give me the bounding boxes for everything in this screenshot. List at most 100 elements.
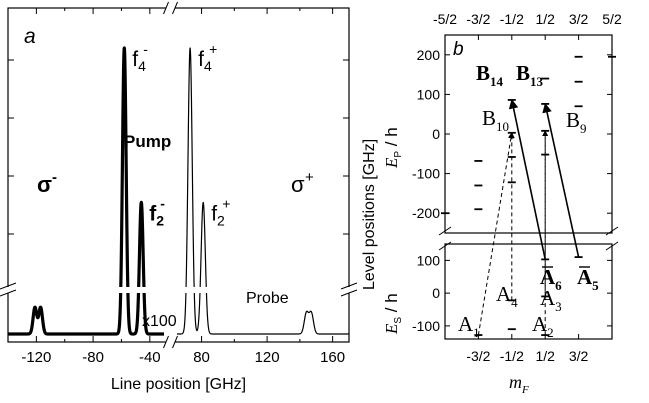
state-letter: B	[566, 108, 580, 132]
peak-label-main: f	[132, 48, 138, 71]
y-break-mark	[340, 289, 358, 297]
y-tick-label: -100	[412, 166, 440, 182]
lower-y-label: ES / h	[382, 293, 404, 335]
xlabel-main: m	[509, 372, 522, 392]
state-letter: A	[577, 265, 593, 289]
state-label-B14: B14	[476, 61, 504, 89]
y-tick-label: -100	[412, 318, 440, 334]
peak-label-sub: 2	[156, 212, 164, 228]
y-break-mark	[438, 226, 452, 236]
x-axis-label: mF	[509, 372, 529, 396]
state-label-A3: A3	[540, 286, 562, 314]
y-break-mark	[605, 241, 619, 251]
peak-break-gap	[197, 287, 210, 293]
state-sub: 14	[490, 74, 504, 89]
top-tick-label: -1/2	[500, 11, 524, 27]
y-tick-label: 100	[417, 86, 441, 102]
ylabel-tail: / h	[382, 127, 401, 151]
x-break-mark	[163, 1, 169, 15]
state-sub: 10	[496, 119, 509, 134]
top-tick-label: -3/2	[466, 11, 490, 27]
top-tick-label: 3/2	[569, 11, 589, 27]
peak-label-sub: 4	[204, 58, 212, 74]
bottom-tick-label: -3/2	[466, 348, 490, 364]
peak-label-sub: 4	[138, 58, 146, 74]
state-sub: 2	[547, 325, 554, 340]
transition-arrow-A1-B10	[477, 132, 514, 336]
state-label-A5: A5	[577, 265, 599, 293]
ylabel-upper-group: EP / h	[382, 127, 404, 169]
x-break-mark	[163, 335, 169, 349]
peak-break-gap	[184, 287, 197, 293]
y-tick-label: -200	[412, 205, 440, 221]
y-tick-label: 200	[417, 47, 441, 63]
bottom-tick-label: 1/2	[535, 348, 555, 364]
spectrum-line-sigma-plus	[176, 47, 350, 335]
state-sub: 3	[555, 299, 562, 314]
spectrum-line-sigma-minus	[6, 46, 166, 336]
lower-frame	[444, 243, 613, 340]
magnification-label: x100	[142, 313, 177, 330]
ylabel-sub: S	[393, 317, 404, 324]
ylabel-group: Level positions [GHz]	[361, 139, 378, 290]
ylabel-main: E	[382, 323, 401, 335]
state-letter: A	[540, 265, 556, 289]
bottom-tick-label: -1/2	[500, 348, 524, 364]
peak-break-gap	[135, 287, 148, 293]
peak-label: f4	[198, 48, 212, 74]
state-sub: 4	[511, 295, 518, 310]
sigma-plus-label: σ	[291, 172, 305, 197]
ylabel-main: E	[382, 157, 401, 169]
plot-frame	[7, 7, 350, 343]
state-sub: 1	[473, 325, 480, 340]
panel-b: -5/2 -3/2 -1/2 1/2 3/2 5/2 -3/2 -1/2 1/2 3/2 mF -20…	[361, 11, 622, 396]
xlabel-sub: F	[521, 384, 529, 396]
sigma-minus-label: σ	[37, 172, 52, 197]
x-break-mark	[172, 1, 178, 15]
bottom-tick-label: 3/2	[569, 348, 589, 364]
sigma-plus-sup: +	[305, 169, 314, 186]
y-tick-label: 0	[432, 285, 440, 301]
state-letter: A	[532, 312, 548, 336]
state-label-A1: A1	[458, 312, 480, 340]
x-tick-label: -40	[139, 349, 161, 366]
state-label-A2: A2	[532, 312, 554, 340]
top-tick-label: 5/2	[602, 11, 622, 27]
y-axis-label: Level positions [GHz]	[361, 139, 378, 290]
y-break-mark	[0, 282, 17, 290]
state-label-A4: A4	[496, 282, 518, 310]
state-sub: 9	[580, 121, 587, 136]
x-break-mark	[172, 335, 178, 349]
y-break-mark	[0, 289, 17, 297]
y-axis-break-gap	[345, 287, 353, 293]
x-axis-label: Line position [GHz]	[111, 376, 246, 393]
peak-label-main: f	[198, 48, 204, 71]
state-label-B13: B13	[516, 61, 544, 89]
x-tick-label: 160	[320, 349, 345, 366]
peak-label-sup: +	[209, 41, 217, 57]
y-tick-label: 100	[417, 252, 441, 268]
y-break-mark	[340, 282, 358, 290]
transition-arrow-A5-B13	[542, 102, 580, 258]
peak-label-sup: +	[222, 195, 230, 211]
x-axis-break-gap	[166, 339, 175, 345]
ylabel-lower-group: ES / h	[382, 293, 404, 335]
peak-label-main: f	[211, 202, 217, 225]
peak-label: f2	[149, 202, 164, 228]
x-tick-label: -120	[21, 349, 51, 366]
y-axis-break-gap	[4, 287, 12, 293]
ylabel-sub: P	[393, 151, 404, 158]
panel-label-a: a	[24, 25, 36, 48]
state-letter: A	[540, 286, 556, 310]
peak-label: f2	[211, 202, 225, 228]
state-letter: B	[476, 61, 490, 85]
sigma-minus-sup: -	[52, 169, 57, 186]
x-tick-label: 80	[193, 349, 210, 366]
pump-label: Pump	[124, 132, 171, 151]
peak-break-gap	[118, 287, 131, 293]
state-sub: 13	[530, 74, 544, 89]
y-break-mark	[605, 226, 619, 236]
state-letter: B	[516, 61, 530, 85]
state-sub: 6	[555, 278, 562, 293]
